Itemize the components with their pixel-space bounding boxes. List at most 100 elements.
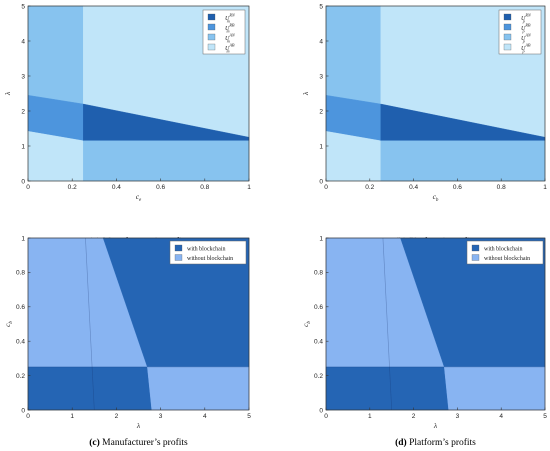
legend-swatch-a-2 — [207, 33, 216, 41]
x-tick-label: 0 — [26, 184, 30, 191]
y-tick-label: 0.8 — [16, 270, 25, 277]
x-axis-label-symbol: λ — [433, 421, 438, 430]
legend-d: with blockchain without blockchain — [466, 240, 544, 265]
x-tick-label: 0.8 — [200, 184, 209, 191]
plot-frame-d — [325, 237, 546, 411]
legend-superscript: AN — [524, 33, 531, 38]
y-tick-label: 0 — [21, 407, 25, 414]
x-tick-label: 5 — [543, 413, 547, 420]
legend-subscript: p — [521, 29, 524, 34]
legend-entry: URB m — [225, 23, 235, 34]
y-tick-label: 0.6 — [314, 304, 323, 311]
x-axis-label: λ — [433, 421, 438, 430]
legend-swatch-a-0 — [207, 13, 216, 21]
legend-superscript: RN — [228, 13, 235, 18]
plot-frame-b — [325, 5, 546, 182]
x-tick-label: 1 — [247, 184, 251, 191]
legend-entry: URN p — [521, 13, 531, 24]
region-a-5 — [83, 140, 250, 182]
figure-caption-d: (d) Platform’s profits — [395, 437, 476, 448]
boundary-line-d-0 — [382, 237, 392, 411]
region-b-0 — [325, 5, 381, 105]
x-tick-label: 1 — [368, 413, 372, 420]
legend-entry: UAN p — [521, 33, 531, 44]
legend-box-c — [169, 240, 247, 265]
y-tick-label: 0.6 — [16, 304, 25, 311]
y-tick-label: 5 — [21, 3, 25, 10]
legend-swatch-b-0 — [503, 13, 512, 21]
legend-symbol: U — [521, 36, 526, 42]
legend-entry: without blockchain — [484, 256, 530, 262]
legend-entry: UAB m — [225, 43, 235, 54]
legend-entry: without blockchain — [187, 256, 233, 262]
region-c-4 — [147, 366, 250, 411]
region-c-3 — [27, 366, 152, 411]
y-axis-label: λ — [3, 91, 12, 96]
chart-panel-b: 00.20.40.60.81012345cbλURNpURBpUANpUABp(… — [301, 3, 547, 247]
legend-swatch-c-0 — [174, 244, 183, 252]
legend-subscript: m — [227, 19, 230, 24]
legend-symbol: U — [225, 36, 230, 42]
y-tick-label: 0.4 — [314, 339, 323, 346]
legend-box-d — [466, 240, 544, 265]
legend-superscript: AB — [228, 43, 235, 48]
legend-subscript: p — [522, 19, 525, 24]
caption-text: Manufacturer’s profits — [102, 437, 188, 448]
legend-superscript: RB — [228, 23, 235, 28]
x-tick-label: 4 — [499, 413, 503, 420]
y-axis-label-subscript: b — [307, 321, 312, 324]
y-axis-label: λ — [301, 91, 310, 96]
caption-text: Platform’s profits — [409, 437, 476, 448]
legend-entry: UAB p — [521, 43, 531, 54]
y-tick-label: 3 — [319, 73, 323, 80]
y-axis-label: cb — [301, 321, 312, 327]
legend-entry: UAN m — [225, 33, 235, 44]
legend-symbol: U — [225, 16, 230, 22]
y-tick-label: 1 — [319, 143, 323, 150]
legend-symbol: U — [521, 46, 526, 52]
legend-subscript: m — [226, 29, 229, 34]
legend-swatch-b-3 — [503, 43, 512, 51]
legend-superscript: RN — [524, 13, 531, 18]
legend-swatch-b-1 — [503, 23, 512, 31]
x-axis-label-subscript: b — [436, 198, 439, 203]
legend-subscript: m — [226, 49, 229, 54]
y-axis-label-symbol: c — [301, 323, 310, 327]
y-axis-label-symbol: λ — [301, 91, 310, 96]
caption-id: (d) — [395, 437, 407, 448]
x-tick-label: 0.2 — [68, 184, 77, 191]
legend-entry: URN m — [225, 13, 235, 24]
y-tick-label: 3 — [21, 73, 25, 80]
x-tick-label: 0 — [324, 413, 328, 420]
legend-subscript: p — [521, 49, 524, 54]
legend-subscript: m — [227, 39, 230, 44]
x-tick-label: 1 — [70, 413, 74, 420]
x-axis-label: ce — [136, 192, 142, 203]
legend-symbol: U — [225, 46, 230, 52]
x-tick-label: 0.2 — [365, 184, 374, 191]
x-tick-label: 0.6 — [156, 184, 165, 191]
region-d-4 — [444, 366, 546, 411]
y-tick-label: 0 — [21, 178, 25, 185]
y-tick-label: 0.2 — [314, 373, 323, 380]
x-tick-label: 2 — [115, 413, 119, 420]
y-tick-label: 4 — [319, 38, 323, 45]
x-tick-label: 0 — [26, 413, 30, 420]
y-tick-label: 2 — [319, 108, 323, 115]
y-tick-label: 0.4 — [16, 339, 25, 346]
legend-swatch-d-1 — [471, 254, 480, 261]
y-axis-label-symbol: λ — [3, 91, 12, 96]
legend-superscript: RB — [524, 23, 531, 28]
y-axis-label-symbol: c — [3, 323, 12, 327]
y-tick-label: 1 — [21, 143, 25, 150]
y-tick-label: 0.2 — [16, 373, 25, 380]
x-tick-label: 0.6 — [453, 184, 462, 191]
figure-caption-c: (c) Manufacturer’s profits — [89, 437, 188, 448]
x-tick-label: 4 — [203, 413, 207, 420]
x-tick-label: 0.4 — [409, 184, 418, 191]
boundary-line-c-0 — [85, 237, 95, 411]
legend-symbol: U — [521, 26, 526, 32]
